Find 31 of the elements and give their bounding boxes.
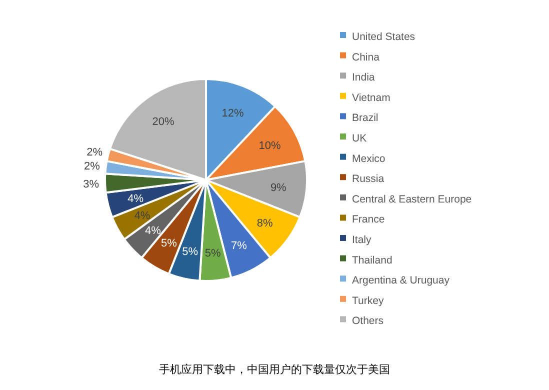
legend-label: Russia <box>352 173 384 186</box>
legend-label: Central & Eastern Europe <box>352 193 472 206</box>
legend-label: Thailand <box>352 254 392 266</box>
data-label: 2% <box>84 160 100 173</box>
legend-label: Turkey <box>352 294 384 307</box>
data-label: 4% <box>145 224 162 237</box>
data-label: 4% <box>128 193 144 206</box>
data-label: 20% <box>152 116 174 128</box>
legend-label: UK <box>352 132 367 144</box>
legend-label: China <box>352 51 380 64</box>
data-label: 5% <box>182 246 198 258</box>
data-label: 8% <box>256 218 273 230</box>
legend-label: France <box>352 214 385 226</box>
legend-label: Argentina & Uruguay <box>352 274 450 287</box>
legend-label: Others <box>352 315 384 328</box>
legend-label: Vietnam <box>352 92 391 104</box>
text: 手机应用下载中，中国用户的下载量仅次于美国 <box>159 363 390 376</box>
data-label: 4% <box>134 210 150 222</box>
legend-label: Mexico <box>352 152 386 165</box>
data-label: 7% <box>231 240 248 252</box>
data-label: 5% <box>204 247 222 260</box>
data-label: 12% <box>222 107 244 120</box>
data-label: 10% <box>258 140 281 152</box>
legend-label: United States <box>352 31 416 43</box>
legend-label: India <box>352 72 375 84</box>
legend-label: Italy <box>352 234 372 246</box>
data-label: 3% <box>83 178 100 191</box>
data-label: 9% <box>270 182 287 194</box>
data-label: 2% <box>86 146 103 158</box>
legend-label: Brazil <box>352 112 378 124</box>
data-label: 5% <box>161 238 178 250</box>
